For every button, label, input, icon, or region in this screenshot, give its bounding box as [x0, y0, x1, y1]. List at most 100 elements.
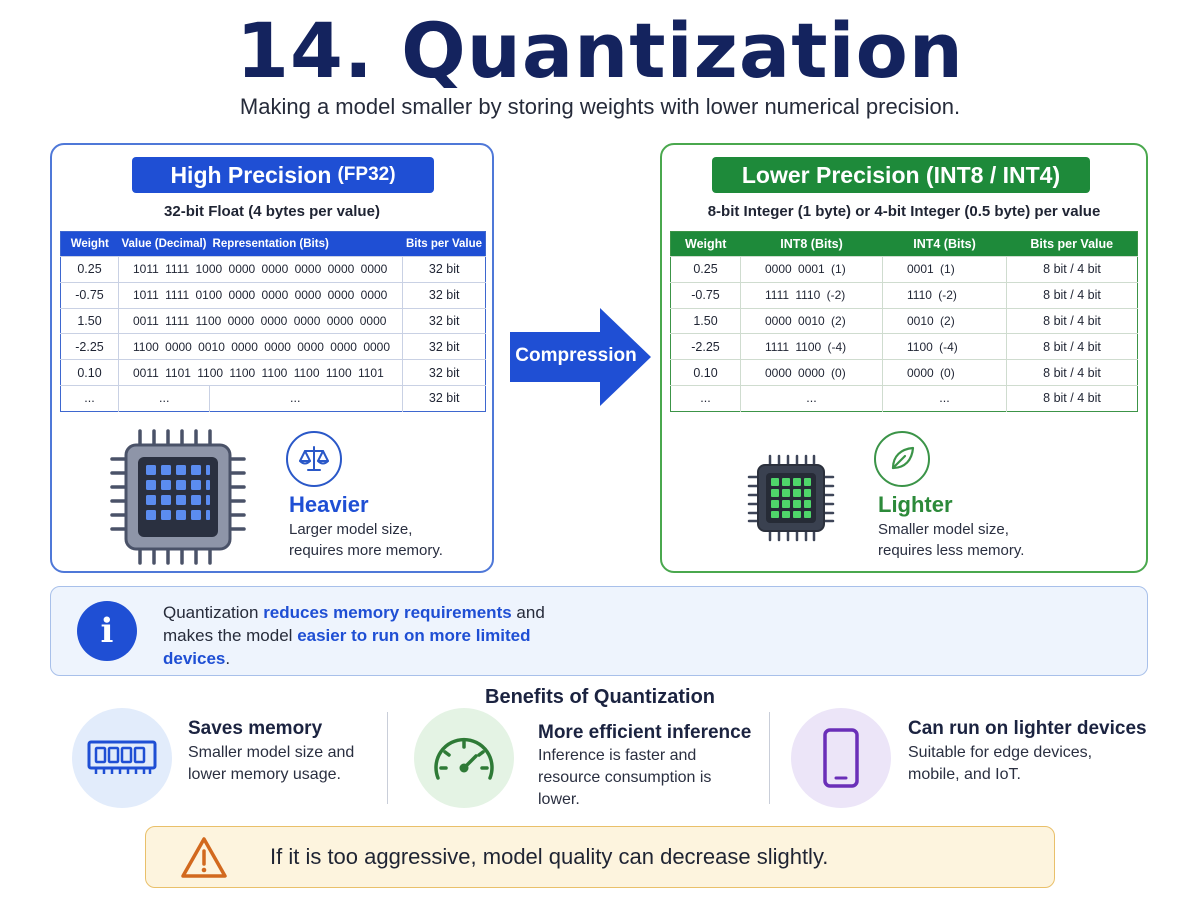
int8-cell: 1111 1100 (-4)	[740, 333, 883, 360]
bits-per-value-cell: 8 bit / 4 bit	[1006, 333, 1138, 360]
table-header-row: Weight Value (Decimal) Representation (B…	[60, 231, 486, 257]
bits-cell: 0011 1111 1100 0000 0000 0000 0000 0000	[117, 307, 403, 334]
bits-per-value-cell: 32 bit	[402, 307, 486, 334]
int8-cell: 0000 0001 (1)	[740, 256, 883, 283]
compression-arrow	[510, 308, 651, 406]
table-row: -2.25 1100 0000 0010 0000 0000 0000 0000…	[60, 333, 486, 360]
benefits-title: Benefits of Quantization	[485, 686, 715, 708]
info-text-part: and makes the model	[163, 603, 545, 645]
memory-stick-icon	[72, 708, 172, 808]
benefit-description: Inference is faster and resource consump…	[538, 747, 712, 808]
int4-cell: 0000 (0)	[882, 359, 1007, 386]
info-text-part: .	[225, 649, 231, 668]
column-header: Bits per Value	[402, 231, 486, 257]
benefit-description: Smaller model size and lower memory usag…	[188, 744, 355, 783]
table-row: 1.50 0000 0010 (2) 0010 (2) 8 bit / 4 bi…	[670, 307, 1138, 334]
int8-cell: 1111 1110 (-2)	[740, 281, 883, 309]
bits-per-value-cell: 8 bit / 4 bit	[1006, 281, 1138, 309]
table-row: ... ... ... 32 bit	[60, 384, 486, 412]
table-row: -2.25 1111 1100 (-4) 1100 (-4) 8 bit / 4…	[670, 333, 1138, 360]
column-header: Value (Decimal)	[118, 231, 210, 257]
weight-cell: ...	[60, 384, 119, 412]
bits-cell: 1011 1111 1000 0000 0000 0000 0000 0000	[117, 256, 403, 283]
divider	[387, 712, 388, 804]
weight-cell: 0.10	[60, 359, 119, 386]
weight-cell: 1.50	[60, 307, 119, 334]
warning-triangle-icon	[181, 837, 227, 878]
int4-cell: 1110 (-2)	[882, 281, 1007, 309]
weight-cell: ...	[670, 384, 741, 412]
column-header: Weight	[60, 231, 119, 257]
small-cpu-chip-icon	[747, 454, 835, 542]
bits-per-value-cell: 32 bit	[402, 256, 486, 283]
int4-cell: 0010 (2)	[882, 307, 1007, 334]
table-row: 0.25 0000 0001 (1) 0001 (1) 8 bit / 4 bi…	[670, 256, 1138, 283]
cpu-chip-icon	[110, 429, 246, 565]
table-row: 0.10 0011 1101 1100 1100 1100 1100 1100 …	[60, 359, 486, 386]
heavier-desc-line: requires more memory.	[289, 542, 443, 559]
warning-text: If it is too aggressive, model quality c…	[270, 844, 829, 869]
lighter-description: Smaller model size, requires less memory…	[878, 519, 1078, 561]
high-precision-pill-label: High Precision	[170, 161, 332, 188]
warning-callout: If it is too aggressive, model quality c…	[145, 826, 1055, 888]
bits-per-value-cell: 8 bit / 4 bit	[1006, 256, 1138, 283]
column-header: Bits per Value	[1006, 231, 1138, 257]
lighter-desc-line: Smaller model size,	[878, 521, 1009, 538]
low-precision-pill: Lower Precision (INT8 / INT4)	[712, 157, 1090, 193]
bits-cell: ...	[209, 384, 403, 412]
fp32-table: Weight Value (Decimal) Representation (B…	[60, 231, 486, 412]
info-icon: i	[77, 601, 137, 661]
high-precision-pill: High Precision (FP32)	[132, 157, 434, 193]
benefit-description: Suitable for edge devices, mobile, and I…	[908, 744, 1093, 783]
weight-cell: -0.75	[60, 281, 119, 309]
lighter-label: Lighter	[878, 492, 953, 517]
table-row: ... ... ... 8 bit / 4 bit	[670, 384, 1138, 412]
table-row: 0.10 0000 0000 (0) 0000 (0) 8 bit / 4 bi…	[670, 359, 1138, 386]
bits-per-value-cell: 32 bit	[402, 333, 486, 360]
int4-cell: 1100 (-4)	[882, 333, 1007, 360]
weight-cell: 0.25	[670, 256, 741, 283]
column-header: INT4 (Bits)	[882, 231, 1007, 257]
benefit-title: More efficient inference	[538, 722, 752, 743]
int4-cell: ...	[882, 384, 1007, 412]
table-row: -0.75 1111 1110 (-2) 1110 (-2) 8 bit / 4…	[670, 281, 1138, 309]
table-header-row: Weight INT8 (Bits) INT4 (Bits) Bits per …	[670, 231, 1138, 257]
high-precision-subtitle: 32-bit Float (4 bytes per value)	[164, 203, 380, 220]
bits-cell: 1100 0000 0010 0000 0000 0000 0000 0000	[117, 333, 403, 360]
column-header: Representation (Bits)	[209, 231, 403, 257]
low-precision-panel: Lower Precision (INT8 / INT4) 8-bit Inte…	[660, 143, 1148, 573]
bits-per-value-cell: 32 bit	[402, 359, 486, 386]
bits-per-value-cell: 32 bit	[402, 281, 486, 309]
int8-cell: ...	[740, 384, 883, 412]
bits-cell: 0011 1101 1100 1100 1100 1100 1100 1101	[117, 359, 403, 386]
int8-cell: 0000 0010 (2)	[740, 307, 883, 334]
bits-cell: 1011 1111 0100 0000 0000 0000 0000 0000	[117, 281, 403, 309]
bits-per-value-cell: 32 bit	[402, 384, 486, 412]
heavier-description: Larger model size, requires more memory.	[289, 519, 489, 561]
page-title: 14. Quantization	[236, 6, 964, 95]
benefit-title: Can run on lighter devices	[908, 718, 1147, 739]
info-text-highlight: easier to run on more limited devices	[163, 626, 531, 668]
info-text: Quantization reduces memory requirements…	[163, 601, 593, 670]
divider	[769, 712, 770, 804]
high-precision-panel: High Precision (FP32) 32-bit Float (4 by…	[50, 143, 494, 573]
benefit-title: Saves memory	[188, 718, 323, 739]
table-row: 0.25 1011 1111 1000 0000 0000 0000 0000 …	[60, 256, 486, 283]
bits-per-value-cell: 8 bit / 4 bit	[1006, 307, 1138, 334]
weight-cell: 0.25	[60, 256, 119, 283]
weight-cell: 0.10	[670, 359, 741, 386]
value-cell: ...	[117, 384, 210, 412]
low-precision-subtitle: 8-bit Integer (1 byte) or 4-bit Integer …	[707, 203, 1101, 220]
column-header: INT8 (Bits)	[740, 231, 883, 257]
column-header: Weight	[670, 231, 741, 257]
weight-cell: 1.50	[670, 307, 741, 334]
table-row: -0.75 1011 1111 0100 0000 0000 0000 0000…	[60, 281, 486, 309]
weight-cell: -2.25	[60, 333, 119, 360]
compression-label: Compression	[515, 345, 637, 366]
leaf-icon	[874, 431, 930, 487]
heavier-desc-line: Larger model size,	[289, 521, 413, 538]
info-callout: i Quantization reduces memory requiremen…	[50, 586, 1148, 676]
info-text-part: Quantization	[163, 603, 264, 622]
int8-cell: 0000 0000 (0)	[740, 359, 883, 386]
smartphone-icon	[791, 708, 891, 808]
